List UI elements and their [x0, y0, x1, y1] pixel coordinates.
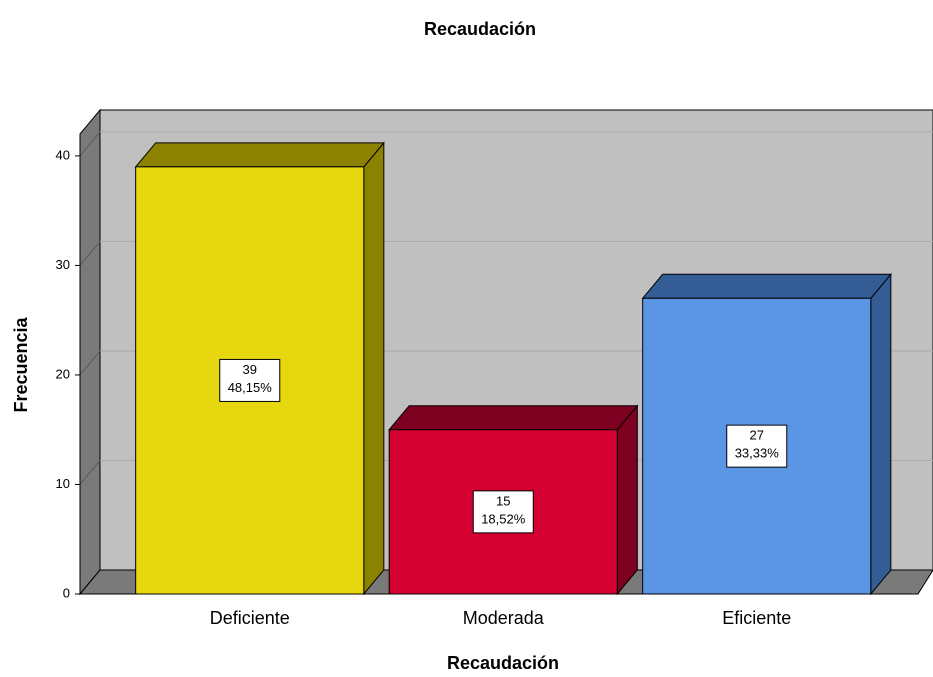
data-label-box: [472, 490, 534, 534]
bar-top: [134, 142, 385, 168]
bar-side: [616, 404, 638, 596]
bar: [388, 404, 639, 596]
left-wall: [79, 108, 101, 596]
data-label: 15: [496, 493, 510, 508]
x-tick-label: Deficiente: [210, 608, 290, 628]
y-tick-label: 20: [56, 366, 70, 381]
bar-top: [641, 273, 892, 299]
y-tick-label: 30: [56, 257, 70, 272]
data-label: 27: [750, 428, 764, 443]
grid-line: [79, 241, 101, 266]
grid-line: [79, 460, 101, 485]
x-axis-title: Recaudación: [447, 653, 559, 673]
percent-label: 48,15%: [228, 380, 273, 395]
percent-label: 18,52%: [481, 511, 526, 526]
data-label-box: [219, 358, 281, 402]
bar-top: [388, 405, 639, 431]
x-tick-label: Eficiente: [722, 608, 791, 628]
y-tick-label: 10: [56, 476, 70, 491]
data-label: 39: [243, 362, 257, 377]
bar-side: [363, 141, 385, 596]
percent-label: 33,33%: [735, 446, 780, 461]
chart-title: Recaudación: [424, 19, 536, 39]
y-tick-label: 0: [63, 585, 70, 600]
bar-side: [870, 272, 892, 596]
grid-line: [79, 131, 101, 157]
grid-line: [79, 350, 101, 376]
y-tick-label: 40: [56, 147, 70, 162]
data-label-box: [726, 424, 788, 468]
y-axis-title: Frecuencia: [11, 316, 31, 412]
x-tick-label: Moderada: [463, 608, 545, 628]
